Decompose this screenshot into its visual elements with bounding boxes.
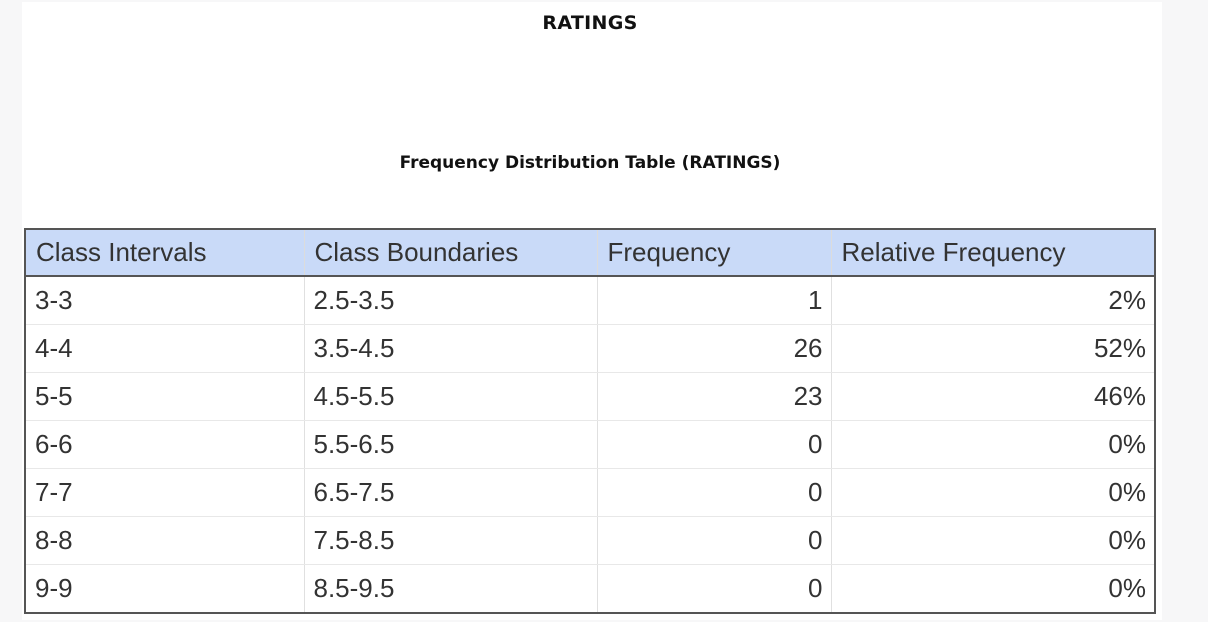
- class-interval-cell: 3-3: [25, 276, 305, 325]
- table-row: 4-4 3.5-4.5 26 52%: [25, 324, 1156, 373]
- table-title: Frequency Distribution Table (RATINGS): [399, 153, 781, 173]
- class-boundary-cell: 4.5-5.5: [304, 372, 598, 421]
- class-interval-cell: 7-7: [25, 468, 305, 517]
- class-boundary-cell: 6.5-7.5: [304, 468, 598, 517]
- class-boundary-cell: 2.5-3.5: [304, 276, 598, 325]
- class-boundary-cell: 5.5-6.5: [304, 420, 598, 469]
- header-class-intervals: Class Intervals: [25, 229, 305, 277]
- class-boundary-cell: 3.5-4.5: [304, 324, 598, 373]
- header-relative-frequency: Relative Frequency: [831, 229, 1156, 277]
- class-interval-cell: 5-5: [25, 372, 305, 421]
- frequency-cell: 0: [597, 420, 832, 469]
- class-interval-cell: 4-4: [25, 324, 305, 373]
- class-interval-cell: 6-6: [25, 420, 305, 469]
- frequency-cell: 1: [597, 276, 832, 325]
- frequency-cell: 0: [597, 516, 832, 565]
- class-interval-cell: 9-9: [25, 564, 305, 613]
- class-boundary-cell: 8.5-9.5: [304, 564, 598, 613]
- relative-frequency-cell: 46%: [831, 372, 1156, 421]
- frequency-cell: 0: [597, 468, 832, 517]
- table-row: 9-9 8.5-9.5 0 0%: [25, 564, 1156, 613]
- relative-frequency-cell: 2%: [831, 276, 1156, 325]
- table-row: 6-6 5.5-6.5 0 0%: [25, 420, 1156, 469]
- table-header-row: Class Intervals Class Boundaries Frequen…: [25, 229, 1156, 277]
- frequency-distribution-table: Class Intervals Class Boundaries Frequen…: [24, 228, 1156, 614]
- table-row: 5-5 4.5-5.5 23 46%: [25, 372, 1156, 421]
- relative-frequency-cell: 0%: [831, 516, 1156, 565]
- frequency-cell: 23: [597, 372, 832, 421]
- relative-frequency-cell: 0%: [831, 564, 1156, 613]
- relative-frequency-cell: 0%: [831, 468, 1156, 517]
- header-class-boundaries: Class Boundaries: [304, 229, 598, 277]
- page-title: RATINGS: [542, 12, 638, 34]
- header-frequency: Frequency: [597, 229, 832, 277]
- frequency-cell: 0: [597, 564, 832, 613]
- class-boundary-cell: 7.5-8.5: [304, 516, 598, 565]
- relative-frequency-cell: 0%: [831, 420, 1156, 469]
- relative-frequency-cell: 52%: [831, 324, 1156, 373]
- table-row: 7-7 6.5-7.5 0 0%: [25, 468, 1156, 517]
- table-row: 8-8 7.5-8.5 0 0%: [25, 516, 1156, 565]
- class-interval-cell: 8-8: [25, 516, 305, 565]
- table-row: 3-3 2.5-3.5 1 2%: [25, 276, 1156, 325]
- frequency-cell: 26: [597, 324, 832, 373]
